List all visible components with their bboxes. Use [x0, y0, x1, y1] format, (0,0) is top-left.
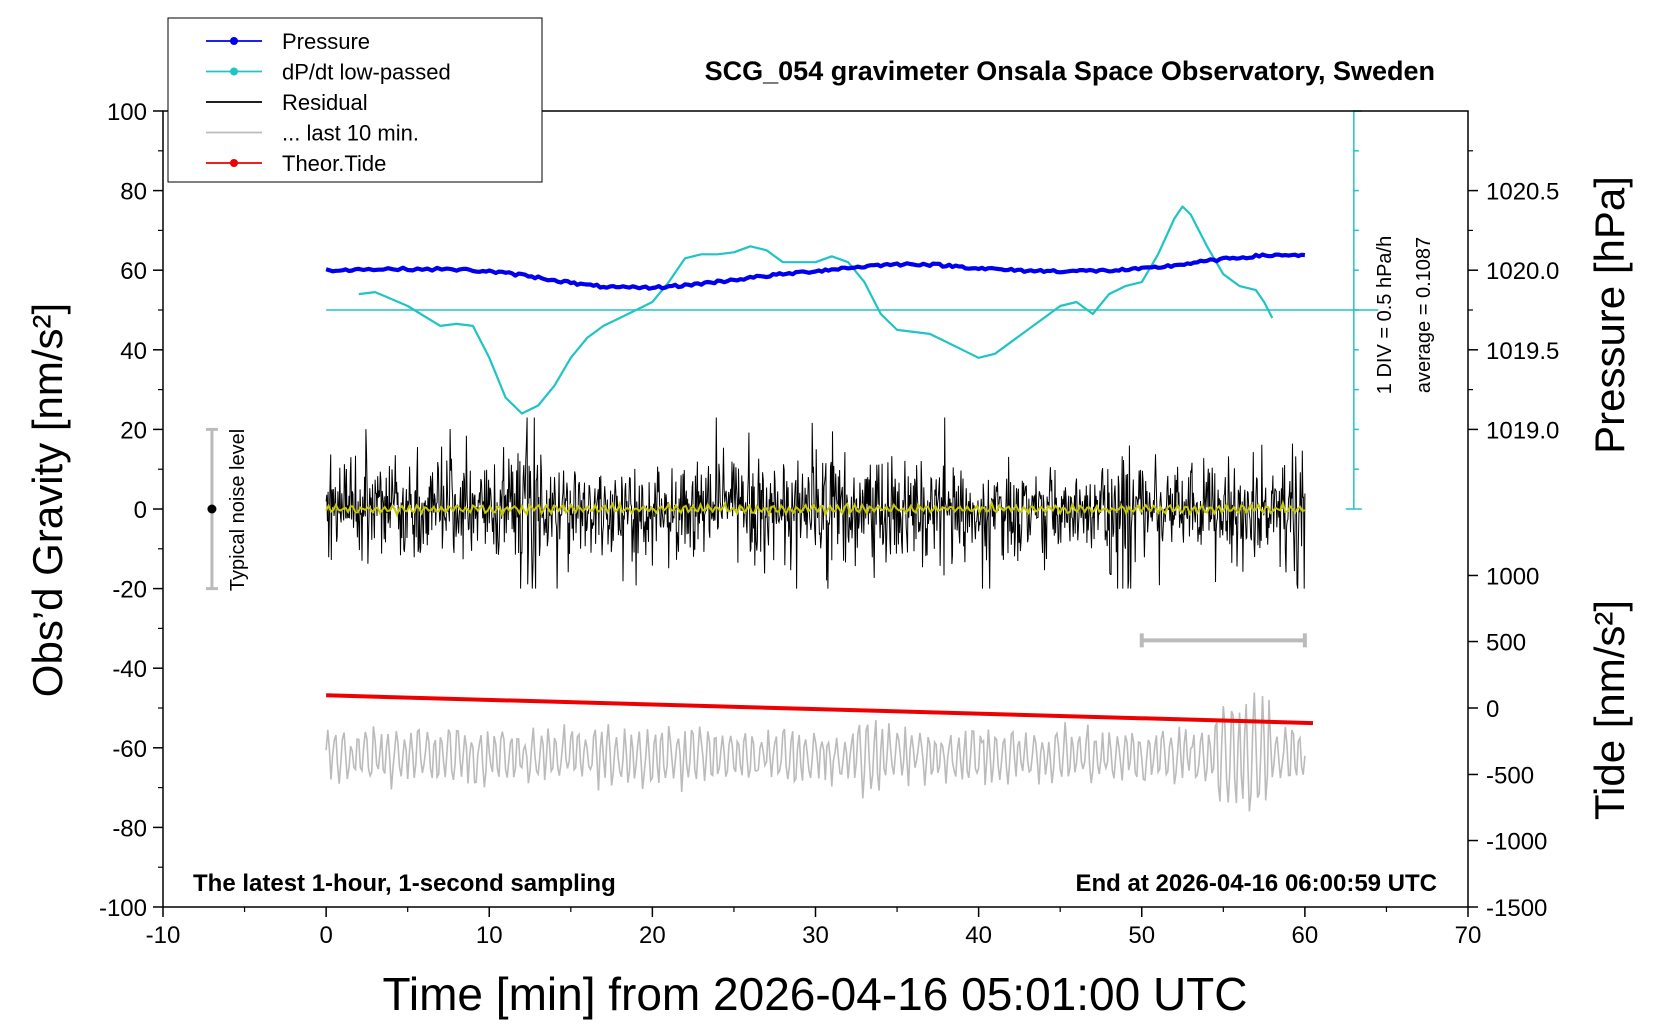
legend-marker: [230, 159, 238, 167]
x-tick-label: 60: [1292, 922, 1319, 949]
legend-label: Pressure: [282, 29, 370, 54]
last-10-min-line: [325, 692, 1306, 812]
x-tick-label: 20: [639, 922, 666, 949]
y-axis-label-pressure: Pressure [hPa]: [1586, 176, 1633, 454]
dpdt-line: [358, 205, 1274, 415]
noise-level-label: Typical noise level: [227, 429, 249, 591]
x-tick-label: 10: [476, 922, 503, 949]
legend-marker: [230, 37, 238, 45]
y-tick-label: 40: [120, 338, 147, 365]
y-tick-label: 80: [120, 179, 147, 206]
pressure-tick-label: 1019.0: [1486, 417, 1559, 444]
noise-bar-center-dot: [207, 504, 217, 514]
legend: Pressure dP/dt low-passed Residual ... last…: [167, 17, 543, 183]
sampling-note: The latest 1-hour, 1-second sampling: [193, 870, 616, 897]
legend-label: dP/dt low-passed: [282, 60, 451, 85]
y-axis-label-left: Obs’d Gravity [nm/s²]: [24, 303, 71, 697]
tide-tick-label: -500: [1486, 762, 1534, 789]
x-tick-label: -10: [146, 922, 181, 949]
tide-tick-label: -1000: [1486, 829, 1547, 856]
series-group: [205, 110, 1379, 812]
tide-tick-label: 0: [1486, 696, 1499, 723]
dpdt-scale-label: 1 DIV = 0.5 hPa/h: [1374, 236, 1396, 394]
legend-marker: [230, 67, 238, 76]
tide-tick-label: 1000: [1486, 563, 1539, 590]
y-tick-label: -80: [112, 815, 147, 842]
y-axis-label-tide: Tide [nm/s²]: [1586, 600, 1633, 820]
pressure-tick-label: 1020.5: [1486, 179, 1559, 206]
legend-label: ... last 10 min.: [282, 121, 419, 146]
y-tick-label: 100: [107, 99, 147, 126]
y-tick-label: -20: [112, 577, 147, 604]
y-tick-label: 0: [134, 497, 147, 524]
theor-tide-line: [326, 693, 1314, 726]
residual-lowpass-line: [325, 499, 1306, 519]
x-tick-label: 40: [965, 922, 992, 949]
x-tick-label: 50: [1128, 922, 1155, 949]
y-tick-label: -40: [112, 656, 147, 683]
legend-label: Theor.Tide: [282, 151, 386, 176]
x-tick-label: 30: [802, 922, 829, 949]
chart-title: SCG_054 gravimeter Onsala Space Observat…: [705, 56, 1435, 86]
axes-group: -10 0 10 20 30 40 50 60 70100806040200-20-40-60-…: [99, 99, 1559, 949]
tide-tick-label: 500: [1486, 630, 1526, 657]
y-tick-label: -60: [112, 736, 147, 763]
legend-label: Residual: [282, 90, 368, 115]
x-tick-label: 0: [319, 922, 332, 949]
y-tick-label: 60: [120, 258, 147, 285]
tide-tick-label: -1500: [1486, 895, 1547, 922]
residual-line: [325, 417, 1306, 589]
y-tick-label: 20: [120, 417, 147, 444]
pressure-line: [325, 252, 1306, 291]
pressure-tick-label: 1019.5: [1486, 338, 1559, 365]
dpdt-average-label: average = 0.1087: [1413, 237, 1435, 393]
x-axis-label: Time [min] from 2026-04-16 05:01:00 UTC: [383, 968, 1248, 1020]
y-tick-label: -100: [99, 895, 147, 922]
x-tick-label: 70: [1455, 922, 1482, 949]
plot-frame: [162, 110, 1469, 908]
end-time-note: End at 2026-04-16 06:00:59 UTC: [1076, 870, 1438, 897]
pressure-tick-label: 1020.0: [1486, 258, 1559, 285]
legend-box: [167, 17, 543, 183]
